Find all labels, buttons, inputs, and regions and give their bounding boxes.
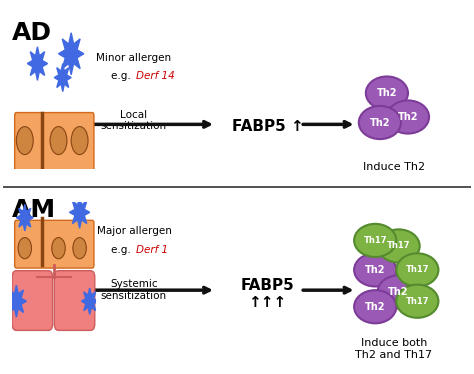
Circle shape — [377, 229, 419, 263]
Text: Major allergen: Major allergen — [97, 226, 172, 236]
Text: Th2: Th2 — [388, 287, 409, 297]
Circle shape — [354, 224, 396, 257]
Text: Th2: Th2 — [365, 302, 385, 312]
Circle shape — [366, 76, 408, 110]
Text: AD: AD — [12, 21, 52, 45]
Text: FABP5 ↑: FABP5 ↑ — [232, 119, 303, 134]
Circle shape — [354, 253, 396, 286]
Text: Local
sensitization: Local sensitization — [101, 110, 167, 132]
Text: Derf 1: Derf 1 — [137, 245, 168, 255]
Circle shape — [359, 106, 401, 139]
Text: Th2: Th2 — [370, 117, 390, 128]
Text: Th17: Th17 — [406, 266, 429, 275]
Text: Th17: Th17 — [364, 236, 387, 245]
Circle shape — [396, 285, 438, 318]
Text: Systemic
sensitization: Systemic sensitization — [101, 279, 167, 301]
Text: FABP5
↑↑↑: FABP5 ↑↑↑ — [241, 278, 294, 310]
Text: e.g.: e.g. — [111, 245, 134, 255]
Text: AM: AM — [12, 198, 56, 222]
Text: Minor allergen: Minor allergen — [96, 53, 172, 63]
Circle shape — [387, 100, 429, 134]
Text: Th17: Th17 — [387, 242, 410, 251]
Text: Induce Th2: Induce Th2 — [363, 162, 425, 172]
Circle shape — [377, 275, 419, 309]
Text: Derf 14: Derf 14 — [137, 71, 175, 82]
Circle shape — [354, 290, 396, 324]
Text: Th17: Th17 — [406, 297, 429, 306]
Text: Th2: Th2 — [377, 88, 397, 98]
Text: Th2: Th2 — [398, 112, 418, 122]
Text: Th2: Th2 — [365, 265, 385, 275]
Text: e.g.: e.g. — [111, 71, 134, 82]
Circle shape — [396, 253, 438, 286]
Text: Induce both
Th2 and Th17: Induce both Th2 and Th17 — [356, 338, 432, 360]
